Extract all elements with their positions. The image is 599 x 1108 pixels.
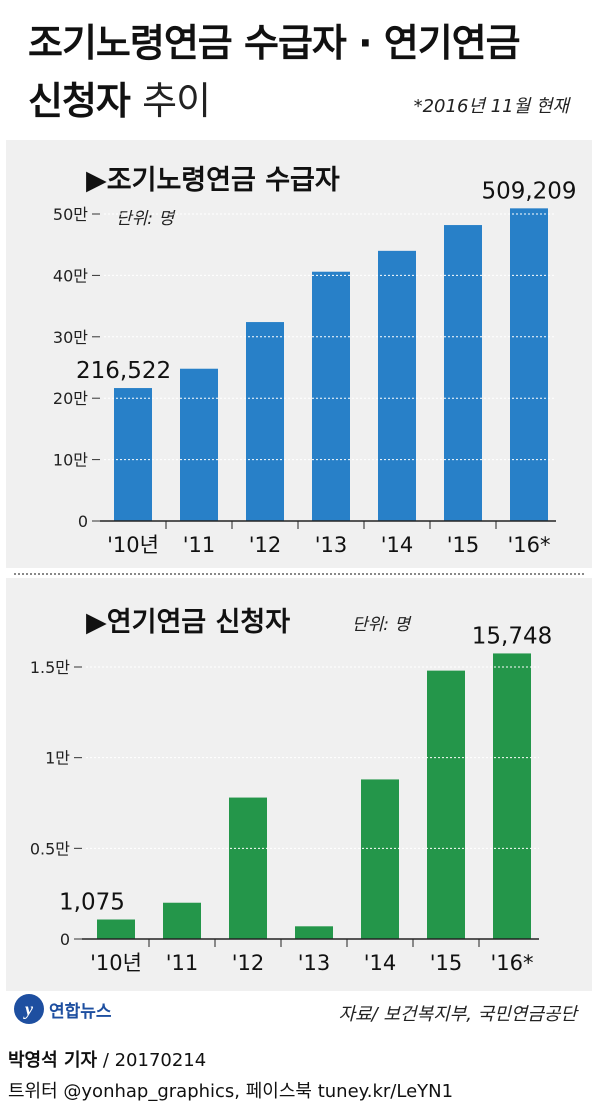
top-chart-title: ▶조기노령연금 수급자 [86,165,340,196]
top-category-2: '12 [249,533,282,557]
top-bar-1 [180,368,218,521]
bottom-category-5: '15 [430,951,463,975]
bottom-ytick-label-3: 1.5만 [30,658,70,677]
title-line2-light: 추이 [142,79,211,123]
bottom-ytick-label-1: 0.5만 [30,839,70,858]
top-ytick-label-3: 30만 [53,328,88,347]
top-category-1: '11 [183,533,216,557]
title-line2-bold: 신청자 [28,79,131,123]
top-chart-panel [6,140,592,568]
top-bar-3 [312,271,350,521]
bottom-category-4: '14 [364,951,397,975]
bottom-value-label-6: 15,748 [472,623,552,649]
bottom-bar-6 [493,653,531,939]
top-category-5: '15 [447,533,480,557]
credit-line: 박영석 기자 / 20170214 [8,1046,206,1072]
yonhap-logo: y 연합뉴스 [14,994,112,1024]
reporter-name: 박영석 기자 [8,1050,98,1071]
publish-date: / 20170214 [102,1050,207,1071]
date-note: *2016년 11월 현재 [413,96,569,117]
bottom-ytick-label-0: 0 [60,930,70,949]
bottom-category-2: '12 [232,951,265,975]
bottom-bar-2 [229,797,267,939]
top-bar-4 [378,250,416,521]
top-ytick-label-0: 0 [78,512,88,531]
top-ytick-label-4: 40만 [53,266,88,285]
top-value-label-0: 216,522 [76,358,171,384]
bottom-value-label-0: 1,075 [59,890,125,916]
social-links: 트위터 @yonhap_graphics, 페이스북 tuney.kr/LeYN… [8,1081,454,1102]
bottom-category-0: '10년 [90,951,142,975]
logo-text: 연합뉴스 [49,1001,112,1022]
bottom-ytick-label-2: 1만 [45,749,70,768]
title-line1: 조기노령연금 수급자 · 연기연금 [28,21,521,65]
top-value-label-6: 509,209 [481,178,576,204]
top-ytick-label-2: 20만 [53,389,88,408]
bottom-chart-title: ▶연기연금 신청자 [86,607,291,638]
bottom-chart-unit: 단위: 명 [352,615,411,635]
top-bar-6 [510,208,548,521]
bottom-bar-3 [295,926,333,939]
bottom-category-6: '16* [491,951,534,975]
top-chart-unit: 단위: 명 [116,209,175,229]
bottom-bar-5 [427,670,465,939]
top-category-0: '10년 [107,533,159,557]
section-divider [14,573,584,575]
bottom-bar-1 [163,902,201,939]
top-category-6: '16* [508,533,551,557]
source-note: 자료/ 보건복지부, 국민연금공단 [338,1004,577,1025]
top-ytick-label-5: 50만 [53,205,88,224]
bottom-bar-4 [361,779,399,939]
chart-title-line2: 신청자 추이 [28,70,211,125]
bottom-category-3: '13 [298,951,331,975]
top-category-4: '14 [381,533,414,557]
top-bar-5 [444,225,482,521]
bottom-category-1: '11 [166,951,199,975]
top-category-3: '13 [315,533,348,557]
chart-title: 조기노령연금 수급자 · 연기연금 [28,12,521,67]
bottom-bar-0 [97,919,135,939]
top-bar-0 [114,388,152,521]
yonhap-logo-icon: y [14,994,44,1024]
top-bar-2 [246,322,284,521]
top-ytick-label-1: 10만 [53,451,88,470]
